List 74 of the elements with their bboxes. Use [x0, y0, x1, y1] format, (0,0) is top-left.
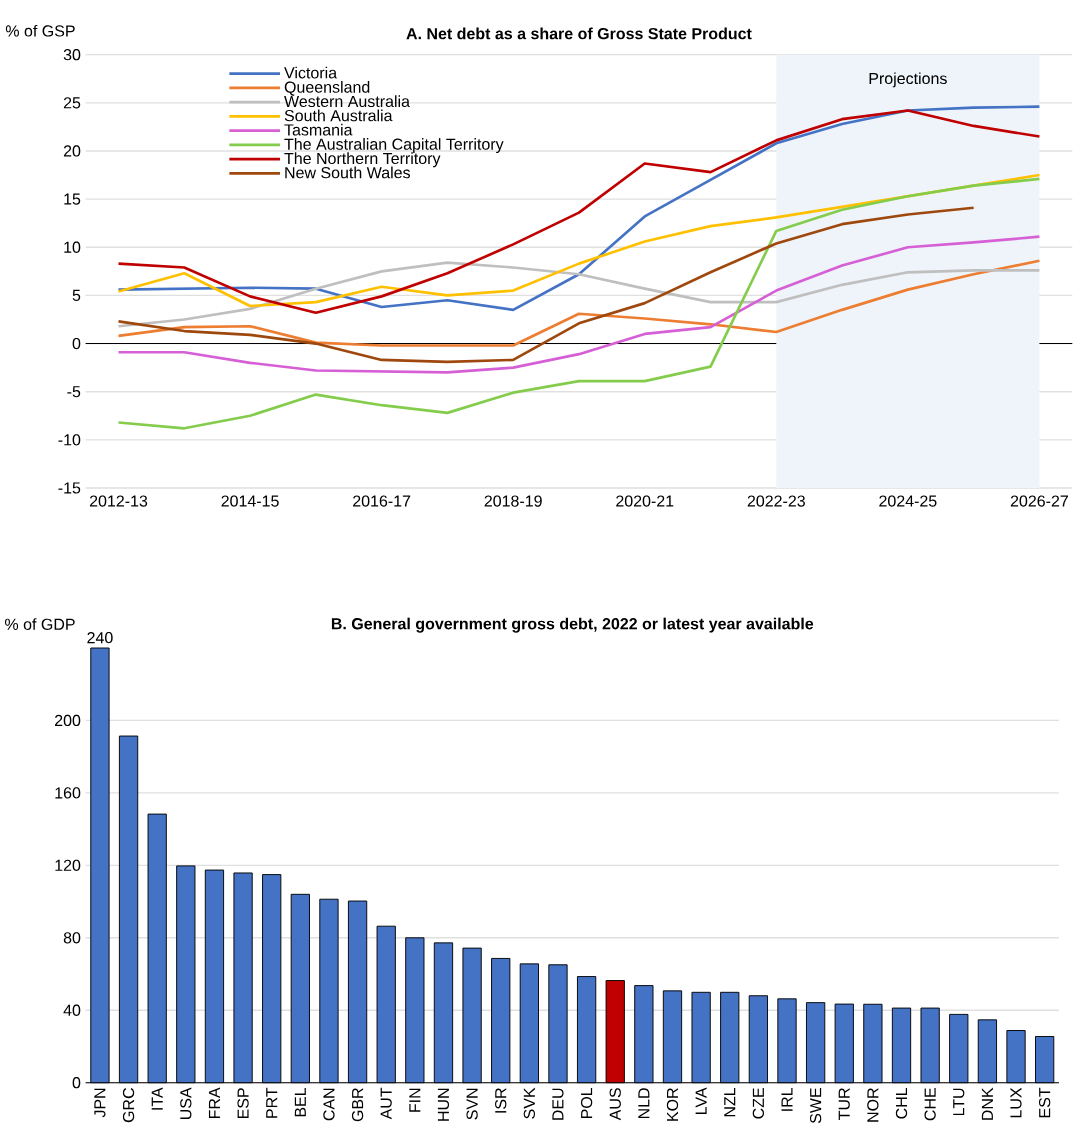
x-tick-label: LUX — [1010, 1087, 1022, 1118]
x-tick-label: 2020-21 — [616, 495, 674, 507]
y-tick-label: 40 — [63, 1004, 81, 1016]
legend-label: Victoria — [284, 66, 338, 79]
x-tick-label: 2016-17 — [353, 495, 411, 507]
line-series — [117, 177, 1041, 430]
x-tick-label: NZL — [724, 1087, 736, 1117]
y-tick-label: 30 — [63, 49, 81, 61]
x-tick-label: EST — [1039, 1087, 1051, 1118]
y-tick-label: 200 — [55, 714, 81, 727]
x-tick-label: LTU — [953, 1088, 965, 1116]
data-label: 240 — [87, 631, 113, 644]
x-tick-label: NOR — [867, 1088, 879, 1122]
x-tick-label: LVA — [695, 1087, 707, 1114]
x-tick-label: BEL — [295, 1087, 307, 1117]
x-tick-label: CZE — [752, 1088, 765, 1119]
x-tick-label: 2018-19 — [484, 495, 542, 507]
x-tick-label: 2022-23 — [747, 495, 806, 507]
x-tick-label: 2026-27 — [1011, 495, 1069, 507]
x-tick-label: AUS — [609, 1088, 622, 1121]
legend-label: Western Australia — [284, 95, 411, 108]
x-tick-label: CHL — [896, 1087, 908, 1119]
x-tick-label: SVK — [523, 1087, 536, 1119]
y-tick-label: -5 — [67, 386, 81, 398]
x-tick-label: CAN — [323, 1088, 335, 1121]
x-tick-label: NLD — [638, 1088, 650, 1119]
x-tick-label: CHE — [924, 1088, 936, 1121]
x-tick-label: 2024-25 — [879, 495, 937, 507]
x-tick-label: DEU — [552, 1088, 564, 1120]
x-tick-label: TUR — [838, 1088, 851, 1120]
chart-title: B. General government gross debt, 2022 or latest year available — [332, 617, 814, 633]
y-tick-label: 25 — [64, 97, 81, 109]
x-tick-label: 2014-15 — [221, 495, 279, 507]
x-tick-label: PRT — [266, 1087, 278, 1118]
x-tick-label: AUT — [380, 1087, 392, 1120]
x-tick-label: JPN — [94, 1088, 106, 1118]
chart-title: A. Net debt as a share of Gross State Product — [406, 27, 752, 40]
x-tick-label: ITA — [151, 1087, 163, 1110]
y-tick-label: 5 — [72, 289, 81, 301]
x-tick-label: FRA — [209, 1087, 221, 1119]
line-series — [117, 206, 976, 364]
y-tick-label: 80 — [63, 932, 81, 944]
x-tick-label: POL — [581, 1087, 593, 1119]
band-label: Projections — [869, 72, 948, 88]
legend-label: Queensland — [284, 81, 370, 96]
x-tick-label: 2012-13 — [90, 495, 148, 507]
y-axis-title: % of GSP — [6, 24, 75, 37]
y-tick-label: 0 — [72, 337, 81, 350]
x-tick-label: SVN — [466, 1088, 478, 1120]
y-tick-label: 160 — [55, 787, 81, 799]
x-tick-label: ESP — [237, 1088, 249, 1119]
y-tick-label: 0 — [72, 1077, 81, 1089]
x-tick-label: IRL — [781, 1087, 793, 1111]
x-tick-label: GRC — [123, 1088, 135, 1123]
y-tick-label: -10 — [58, 434, 81, 446]
y-tick-label: 15 — [64, 193, 81, 205]
x-tick-label: FIN — [409, 1088, 421, 1112]
x-tick-label: ISR — [495, 1088, 507, 1113]
x-tick-label: SWE — [810, 1088, 822, 1124]
legend-label: Tasmania — [284, 123, 353, 136]
y-tick-label: -15 — [58, 482, 81, 494]
y-axis-title: % of GDP — [5, 618, 75, 630]
y-tick-label: 20 — [64, 145, 81, 157]
legend-label: New South Wales — [285, 166, 411, 179]
legend-label: South Australia — [284, 109, 393, 122]
y-tick-label: 120 — [55, 859, 81, 871]
legend-label: The Australian Capital Territory — [284, 138, 504, 153]
x-tick-label: USA — [180, 1087, 192, 1120]
y-tick-label: 10 — [64, 241, 81, 253]
x-tick-label: DNK — [982, 1087, 994, 1120]
line-series — [117, 261, 1041, 328]
x-tick-label: GBR — [352, 1088, 364, 1122]
x-tick-label: KOR — [667, 1088, 679, 1121]
x-tick-label: HUN — [438, 1088, 450, 1121]
